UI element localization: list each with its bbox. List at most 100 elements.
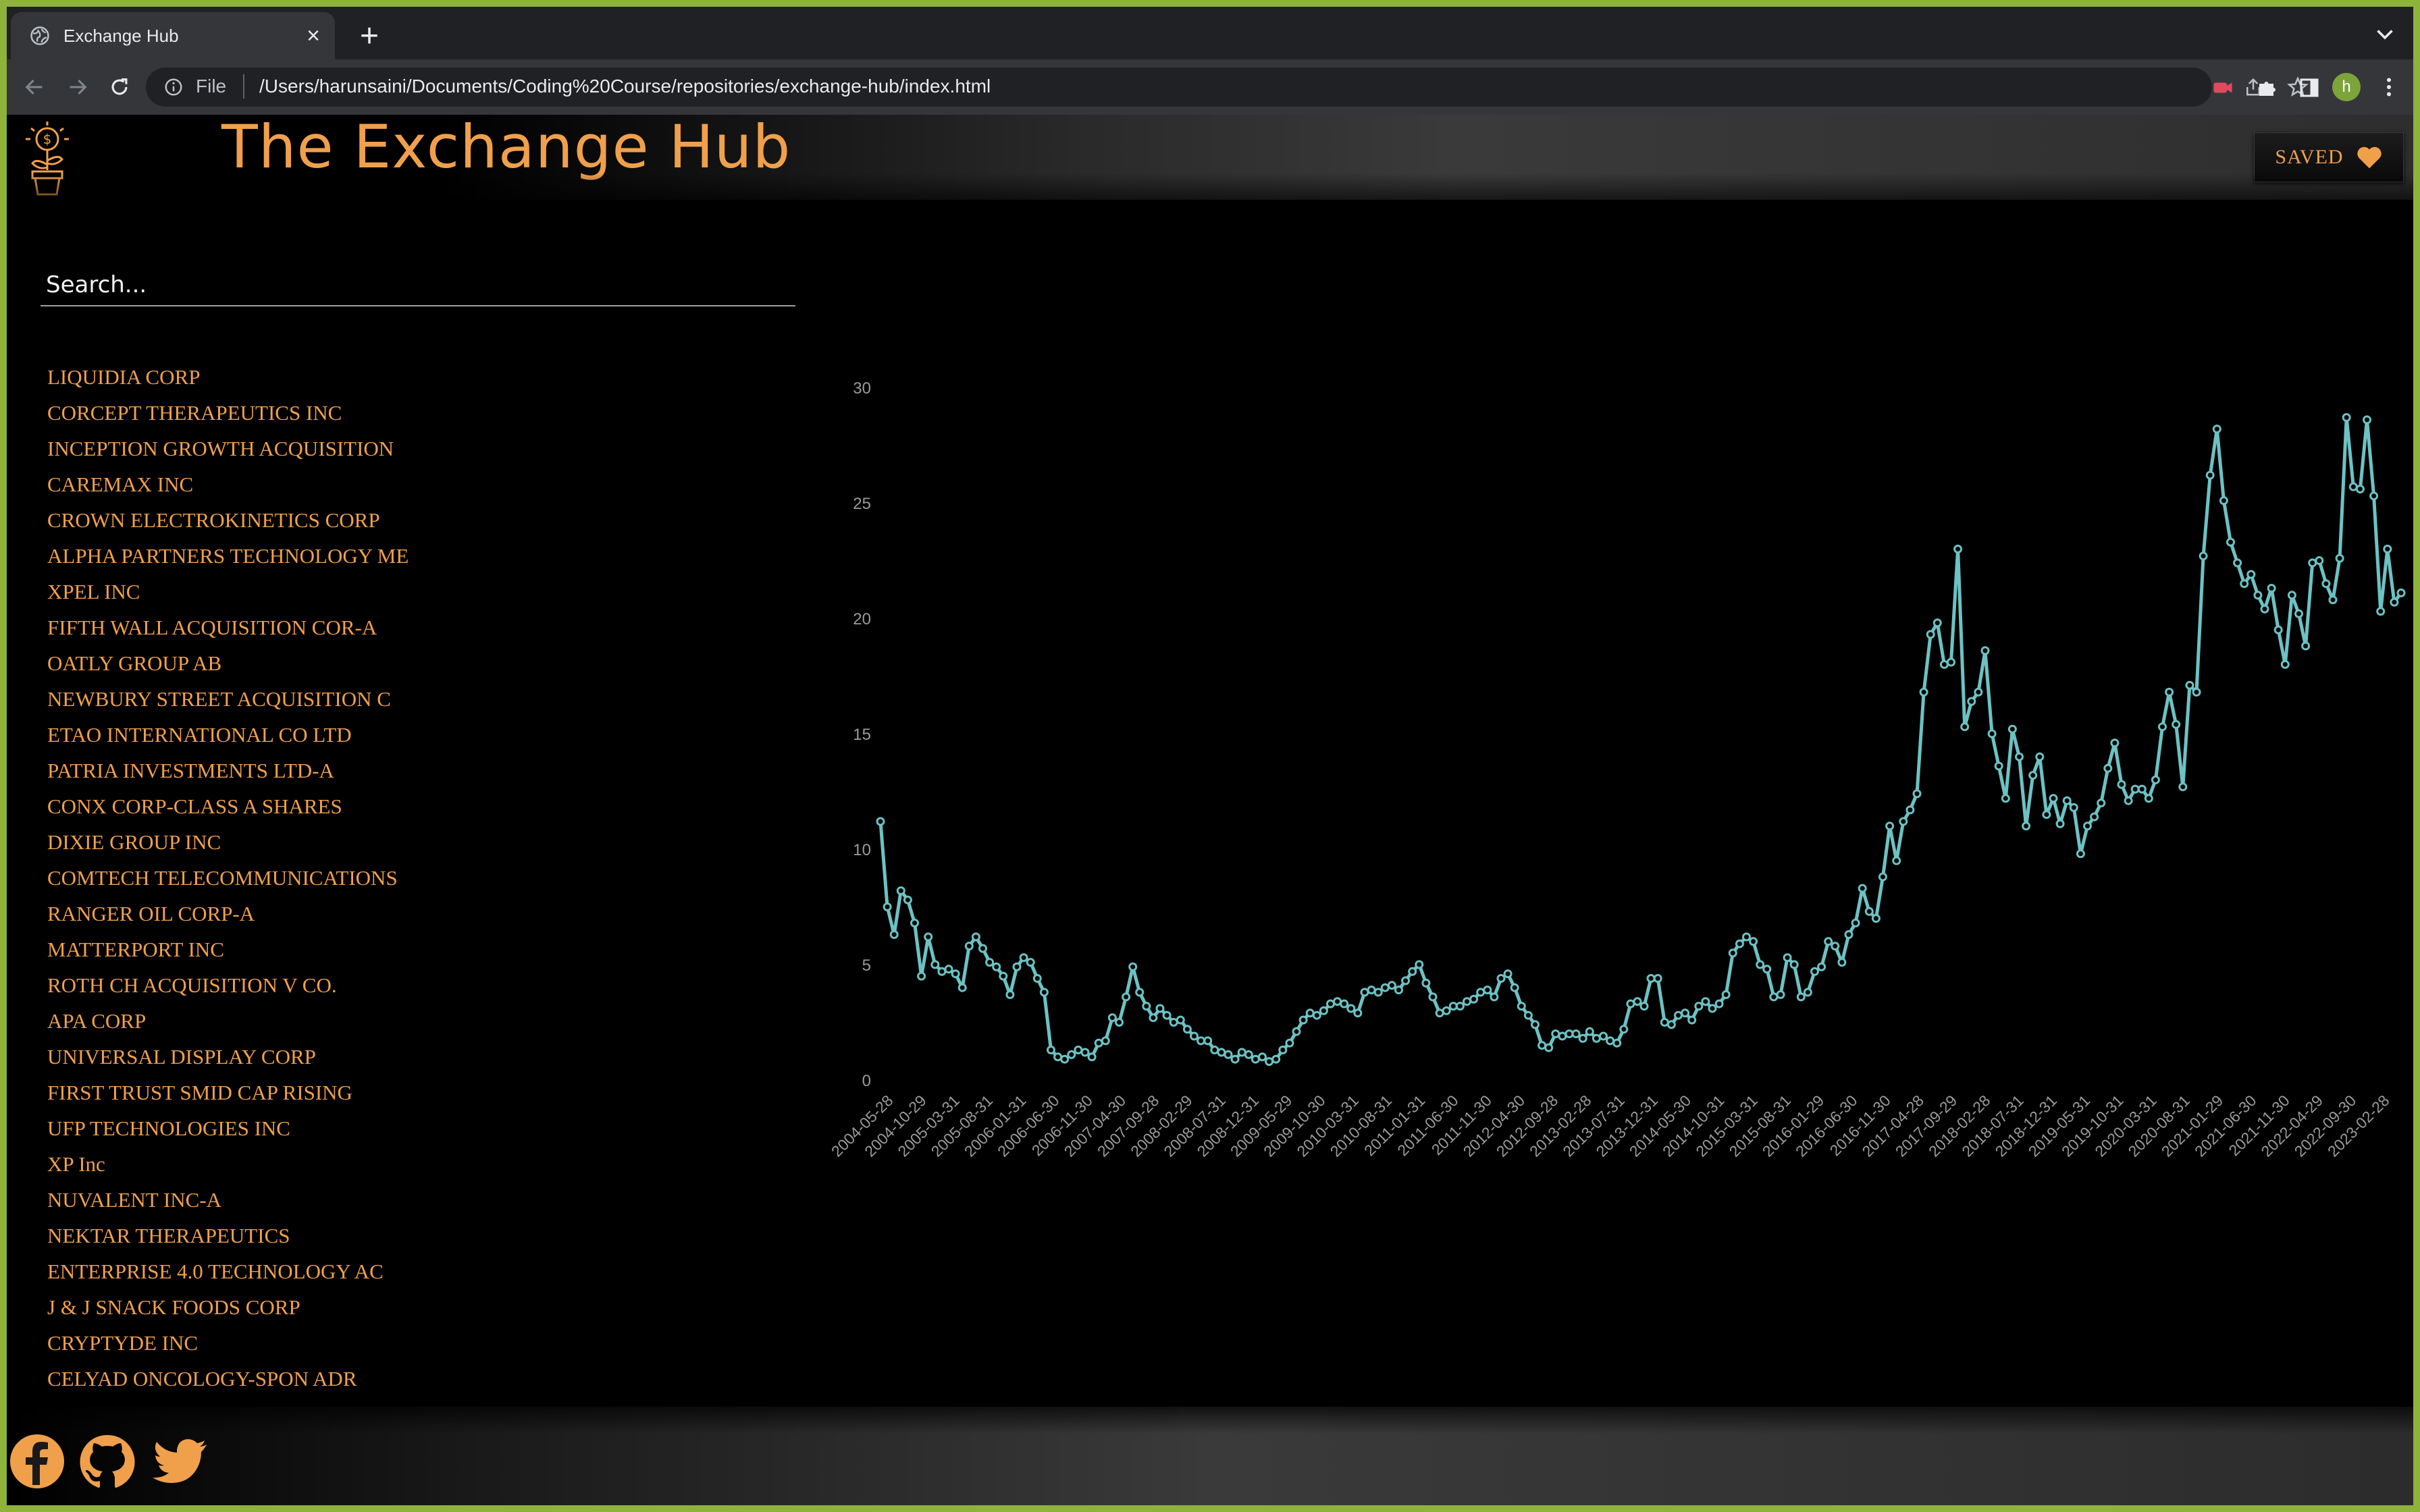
twitter-icon[interactable] xyxy=(150,1431,211,1492)
data-point xyxy=(1660,1018,1669,1027)
data-point xyxy=(957,983,967,992)
extension-video-icon[interactable] xyxy=(2211,76,2235,100)
data-point xyxy=(2103,763,2113,773)
company-item[interactable]: PATRIA INVESTMENTS LTD-A xyxy=(47,759,334,782)
data-point xyxy=(1428,992,1438,1002)
company-item[interactable]: ETAO INTERNATIONAL CO LTD xyxy=(47,723,352,747)
data-point xyxy=(2383,544,2392,554)
data-point xyxy=(1032,974,1042,983)
menu-dots-icon[interactable] xyxy=(2377,74,2401,100)
data-point xyxy=(2335,554,2344,563)
site-footer xyxy=(7,1407,2413,1505)
company-item[interactable]: COMTECH TELECOMMUNICATIONS xyxy=(47,866,398,890)
company-item[interactable]: CROWN ELECTROKINETICS CORP xyxy=(47,508,380,532)
company-item[interactable]: CORCEPT THERAPEUTICS INC xyxy=(47,401,342,425)
company-item[interactable]: NUVALENT INC-A xyxy=(47,1188,222,1212)
data-point xyxy=(1367,986,1376,995)
company-item[interactable]: CRYPTYDE INC xyxy=(47,1331,199,1355)
data-point xyxy=(1558,1031,1567,1041)
github-icon[interactable] xyxy=(77,1431,138,1492)
company-item[interactable]: DIXIE GROUP INC xyxy=(47,830,221,854)
data-point xyxy=(889,930,899,939)
share-icon[interactable] xyxy=(2243,77,2263,97)
company-item[interactable]: FIRST TRUST SMID CAP RISING xyxy=(47,1081,352,1104)
reload-button[interactable] xyxy=(104,72,135,103)
data-point xyxy=(2219,496,2228,506)
data-point xyxy=(1694,1002,1704,1011)
data-point xyxy=(2117,780,2126,789)
data-point xyxy=(1606,1036,1615,1046)
data-point xyxy=(1639,1002,1649,1011)
company-item[interactable]: CONX CORP-CLASS A SHARES xyxy=(47,794,342,818)
company-item[interactable]: CELYAD ONCOLOGY-SPON ADR xyxy=(47,1367,357,1390)
company-item[interactable]: NEKTAR THERAPEUTICS xyxy=(47,1224,290,1247)
company-item[interactable]: LIQUIDIA CORP xyxy=(47,365,201,389)
company-item[interactable]: INCEPTION GROWTH ACQUISITION xyxy=(47,437,394,460)
data-point xyxy=(2049,794,2058,803)
data-point xyxy=(2185,680,2194,690)
facebook-icon[interactable] xyxy=(7,1431,68,1492)
company-item[interactable]: FIFTH WALL ACQUISITION COR-A xyxy=(47,616,377,639)
svg-text:$: $ xyxy=(43,131,52,147)
data-point xyxy=(2015,752,2024,761)
data-point xyxy=(1012,962,1022,971)
saved-button[interactable]: SAVED xyxy=(2254,132,2404,182)
puzzle-icon[interactable] xyxy=(2255,76,2280,100)
company-item[interactable]: RANGER OIL CORP-A xyxy=(47,902,255,925)
company-item[interactable]: ALPHA PARTNERS TECHNOLOGY ME xyxy=(47,544,409,568)
tab-title: Exchange Hub xyxy=(63,25,179,46)
data-point xyxy=(1496,974,1506,983)
data-point xyxy=(1244,1050,1253,1059)
data-point xyxy=(2226,537,2235,547)
data-point xyxy=(1387,981,1396,990)
data-point xyxy=(2390,597,2399,607)
company-item[interactable]: NEWBURY STREET ACQUISITION C xyxy=(47,687,391,711)
bookmark-star-icon[interactable] xyxy=(2286,76,2309,99)
data-point xyxy=(2363,415,2371,425)
back-button[interactable] xyxy=(19,72,50,103)
side-panel-icon[interactable] xyxy=(2297,76,2321,100)
data-point xyxy=(1619,1025,1629,1034)
company-item[interactable]: QUINCE THERAPEUTICS INC xyxy=(47,1397,790,1407)
url-text[interactable]: /Users/harunsaini/Documents/Coding%20Cou… xyxy=(259,76,991,97)
info-icon[interactable] xyxy=(163,77,184,97)
company-item[interactable]: XPEL INC xyxy=(47,580,140,603)
data-point xyxy=(1510,983,1519,992)
forward-arrow-icon xyxy=(70,79,87,95)
chevron-down-icon[interactable] xyxy=(2373,22,2397,46)
company-item[interactable]: UFP TECHNOLOGIES INC xyxy=(47,1116,290,1140)
company-item[interactable]: OATLY GROUP AB xyxy=(47,651,222,675)
company-item[interactable]: APA CORP xyxy=(47,1009,147,1033)
data-point xyxy=(2287,591,2296,600)
data-point xyxy=(1469,994,1479,1004)
data-point xyxy=(2097,799,2106,808)
company-item[interactable]: CAREMAX INC xyxy=(47,473,194,496)
data-point xyxy=(1210,1046,1219,1054)
data-point xyxy=(1442,1006,1451,1015)
price-line-chart: 0510152025302004-05-282004-10-292005-03-… xyxy=(828,379,2406,1160)
data-point xyxy=(1646,974,1656,983)
company-item[interactable]: ROTH CH ACQUISITION V CO. xyxy=(47,973,337,997)
company-item[interactable]: UNIVERSAL DISPLAY CORP xyxy=(47,1045,316,1069)
company-item[interactable]: MATTERPORT INC xyxy=(47,938,224,961)
data-point xyxy=(1967,697,1976,706)
data-point xyxy=(1448,1002,1458,1011)
data-point xyxy=(1326,999,1335,1008)
company-item[interactable]: J & J SNACK FOODS CORP xyxy=(47,1295,300,1319)
data-point xyxy=(2233,558,2242,568)
data-point xyxy=(1265,1057,1274,1066)
browser-tab[interactable]: Exchange Hub × xyxy=(11,12,335,59)
data-point xyxy=(1026,958,1035,967)
address-bar[interactable]: File /Users/harunsaini/Documents/Coding%… xyxy=(146,68,2309,107)
data-point xyxy=(971,932,980,942)
data-point xyxy=(883,902,892,911)
search-input[interactable] xyxy=(41,265,795,306)
company-item[interactable]: ENTERPRISE 4.0 TECHNOLOGY AC xyxy=(47,1260,384,1283)
company-item[interactable]: XP Inc xyxy=(47,1152,105,1176)
profile-avatar[interactable]: h xyxy=(2332,73,2361,101)
tab-close-button[interactable]: × xyxy=(307,22,320,49)
forward-button[interactable] xyxy=(62,72,93,103)
new-tab-button[interactable]: + xyxy=(359,18,379,54)
data-point xyxy=(1776,990,1785,999)
data-point xyxy=(1674,1010,1683,1020)
